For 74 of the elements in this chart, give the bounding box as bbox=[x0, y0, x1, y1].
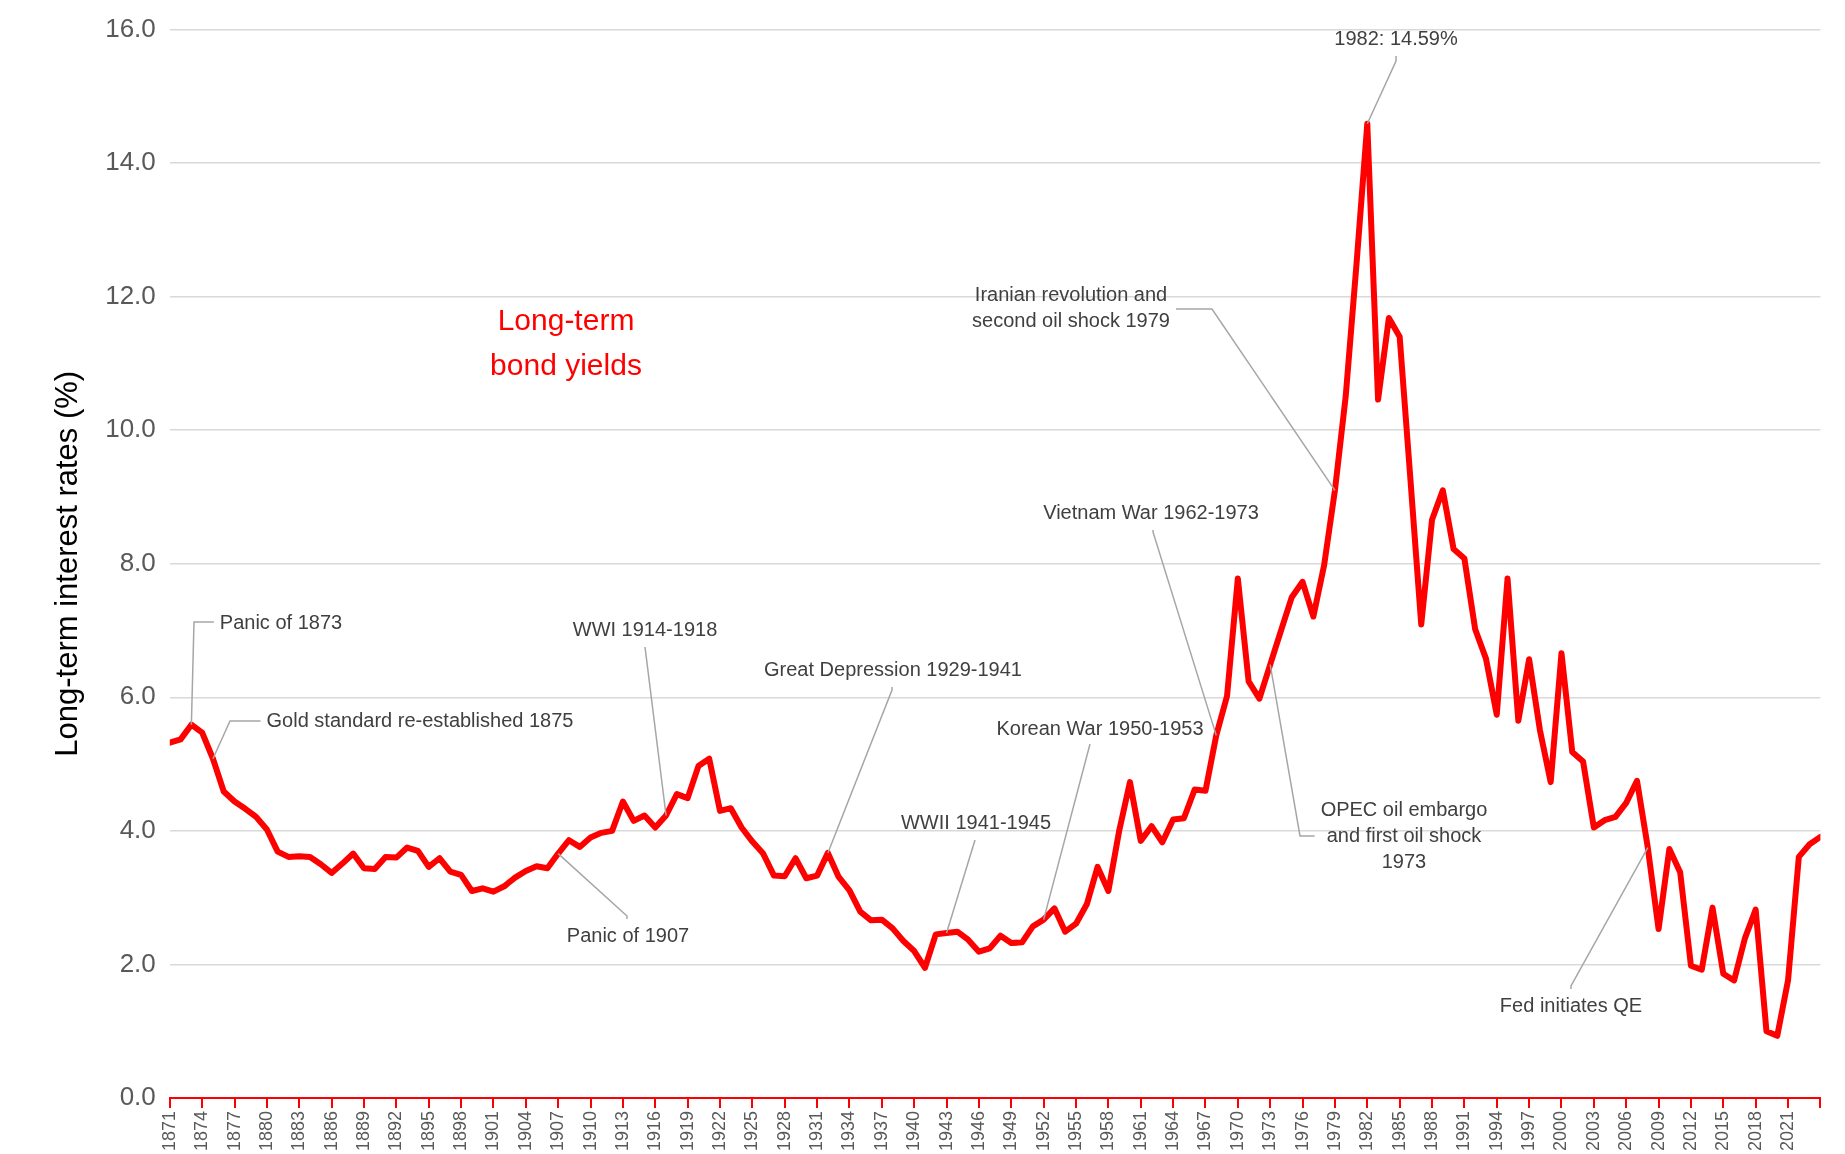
x-tick-label: 1919 bbox=[676, 1110, 697, 1151]
x-tick-label: 2009 bbox=[1647, 1110, 1668, 1151]
annotation: Panic of 1907 bbox=[566, 923, 690, 946]
x-tick-label: 1898 bbox=[450, 1110, 471, 1151]
x-tick-label: 2021 bbox=[1777, 1110, 1797, 1151]
annotation: Gold standard re-established 1875 bbox=[266, 708, 574, 731]
annotation: Iranian revolution and second oil shock 1979 bbox=[972, 282, 1170, 331]
y-tick-label: 14.0 bbox=[105, 146, 156, 177]
x-tick-label: 1991 bbox=[1453, 1110, 1474, 1151]
x-tick-label: 1934 bbox=[838, 1110, 859, 1151]
x-tick-label: 1949 bbox=[1000, 1110, 1021, 1151]
x-tick-label: 1895 bbox=[417, 1110, 438, 1151]
x-tick-label: 1985 bbox=[1388, 1110, 1409, 1151]
y-tick-label: 8.0 bbox=[119, 546, 156, 577]
x-tick-label: 1901 bbox=[482, 1110, 503, 1151]
x-tick-label: 1886 bbox=[320, 1110, 341, 1151]
x-tick-label: 2012 bbox=[1679, 1110, 1700, 1151]
annotation: Fed initiates QE bbox=[1499, 993, 1643, 1016]
annotation: Great Depression 1929-1941 bbox=[764, 657, 1022, 680]
x-tick-label: 1892 bbox=[385, 1110, 406, 1151]
x-tick-label: 1940 bbox=[903, 1110, 924, 1151]
annotation: WWI 1914-1918 bbox=[572, 617, 718, 640]
x-tick-label: 1970 bbox=[1226, 1110, 1247, 1151]
annotation: 1982: 14.59% bbox=[1334, 26, 1458, 49]
annotation: Vietnam War 1962-1973 bbox=[1043, 500, 1259, 523]
x-tick-label: 2015 bbox=[1712, 1110, 1733, 1151]
x-tick-label: 1952 bbox=[1032, 1110, 1053, 1151]
x-tick-label: 1988 bbox=[1420, 1110, 1441, 1151]
y-axis-title: Long-term interest rates (%) bbox=[49, 370, 85, 757]
y-tick-label: 10.0 bbox=[105, 413, 156, 444]
x-tick-label: 1904 bbox=[514, 1110, 535, 1151]
x-tick-label: 1931 bbox=[806, 1110, 827, 1151]
y-tick-label: 16.0 bbox=[105, 12, 156, 43]
annotation: Korean War 1950-1953 bbox=[996, 716, 1204, 739]
x-tick-label: 1874 bbox=[191, 1110, 212, 1151]
x-tick-label: 1913 bbox=[611, 1110, 632, 1151]
x-tick-label: 1889 bbox=[352, 1110, 373, 1151]
text: Long-term bond yields bbox=[490, 303, 642, 382]
x-tick-label: 1997 bbox=[1518, 1110, 1539, 1151]
x-tick-label: 2003 bbox=[1582, 1110, 1603, 1151]
x-tick-label: 1871 bbox=[158, 1110, 179, 1151]
x-tick-label: 1877 bbox=[223, 1110, 244, 1151]
x-tick-label: 1982 bbox=[1356, 1110, 1377, 1151]
x-tick-label: 1946 bbox=[967, 1110, 988, 1151]
x-tick-label: 1943 bbox=[935, 1110, 956, 1151]
annotation: Panic of 1873 bbox=[219, 610, 343, 633]
x-tick-label: 2006 bbox=[1615, 1110, 1636, 1151]
x-tick-label: 1967 bbox=[1194, 1110, 1215, 1151]
y-tick-label: 2.0 bbox=[119, 947, 156, 978]
x-tick-label: 1937 bbox=[870, 1110, 891, 1151]
x-tick-label: 1907 bbox=[547, 1110, 568, 1151]
x-tick-label: 1979 bbox=[1323, 1110, 1344, 1151]
x-tick-label: 1964 bbox=[1162, 1110, 1183, 1151]
y-tick-label: 12.0 bbox=[105, 279, 156, 310]
y-tick-label: 6.0 bbox=[119, 680, 156, 711]
y-tick-label: 0.0 bbox=[119, 1081, 156, 1112]
x-tick-label: 1976 bbox=[1291, 1110, 1312, 1151]
y-tick-label: 4.0 bbox=[119, 814, 156, 845]
x-tick-label: 1880 bbox=[255, 1110, 276, 1151]
x-tick-label: 1973 bbox=[1259, 1110, 1280, 1151]
x-tick-label: 1883 bbox=[288, 1110, 309, 1151]
x-tick-label: 1955 bbox=[1064, 1110, 1085, 1151]
annotation: WWII 1941-1945 bbox=[900, 810, 1052, 833]
x-tick-label: 2018 bbox=[1744, 1110, 1765, 1151]
x-tick-label: 1928 bbox=[773, 1110, 794, 1151]
annotation: OPEC oil embargo and first oil shock 1973 bbox=[1320, 797, 1488, 872]
x-tick-label: 1922 bbox=[708, 1110, 729, 1151]
x-tick-label: 2000 bbox=[1550, 1110, 1571, 1151]
x-tick-label: 1925 bbox=[741, 1110, 762, 1151]
x-tick-label: 1994 bbox=[1485, 1110, 1506, 1151]
x-tick-label: 1916 bbox=[644, 1110, 665, 1151]
x-tick-label: 1910 bbox=[579, 1110, 600, 1151]
x-tick-label: 1961 bbox=[1129, 1110, 1150, 1151]
x-tick-label: 1958 bbox=[1097, 1110, 1118, 1151]
